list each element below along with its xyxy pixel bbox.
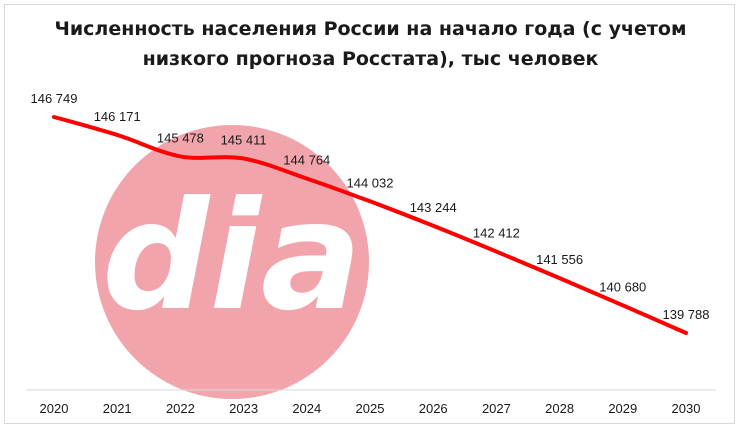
x-tick-label: 2028 — [545, 401, 574, 416]
dia-watermark-logo: dia — [95, 125, 369, 399]
data-label: 145 411 — [221, 133, 267, 148]
x-tick-label: 2030 — [672, 401, 701, 416]
data-label: 142 412 — [473, 226, 520, 241]
chart-title-line-1: Численность населения России на начало г… — [54, 18, 687, 40]
chart-title-line-2: низкого прогноза Росстата), тыс человек — [142, 48, 599, 70]
data-label: 144 032 — [347, 175, 394, 190]
x-tick-label: 2024 — [292, 401, 321, 416]
data-label: 143 244 — [410, 200, 457, 215]
x-tick-label: 2020 — [40, 401, 69, 416]
x-tick-label: 2021 — [103, 401, 132, 416]
data-label: 144 764 — [283, 153, 330, 168]
data-label: 139 788 — [663, 307, 710, 322]
x-tick-label: 2029 — [608, 401, 637, 416]
data-label: 146 749 — [31, 91, 78, 106]
chart-title: Численность населения России на начало г… — [0, 14, 741, 74]
x-tick-label: 2022 — [166, 401, 195, 416]
x-tick-label: 2023 — [229, 401, 258, 416]
data-label: 140 680 — [599, 279, 646, 294]
population-series-line — [52, 115, 688, 335]
x-tick-label: 2027 — [482, 401, 511, 416]
x-tick-label: 2025 — [356, 401, 385, 416]
x-tick-label: 2026 — [419, 401, 448, 416]
data-label: 146 171 — [94, 109, 141, 124]
watermark-text: dia — [102, 170, 362, 344]
data-label: 145 478 — [157, 130, 204, 145]
data-label: 141 556 — [536, 252, 583, 267]
